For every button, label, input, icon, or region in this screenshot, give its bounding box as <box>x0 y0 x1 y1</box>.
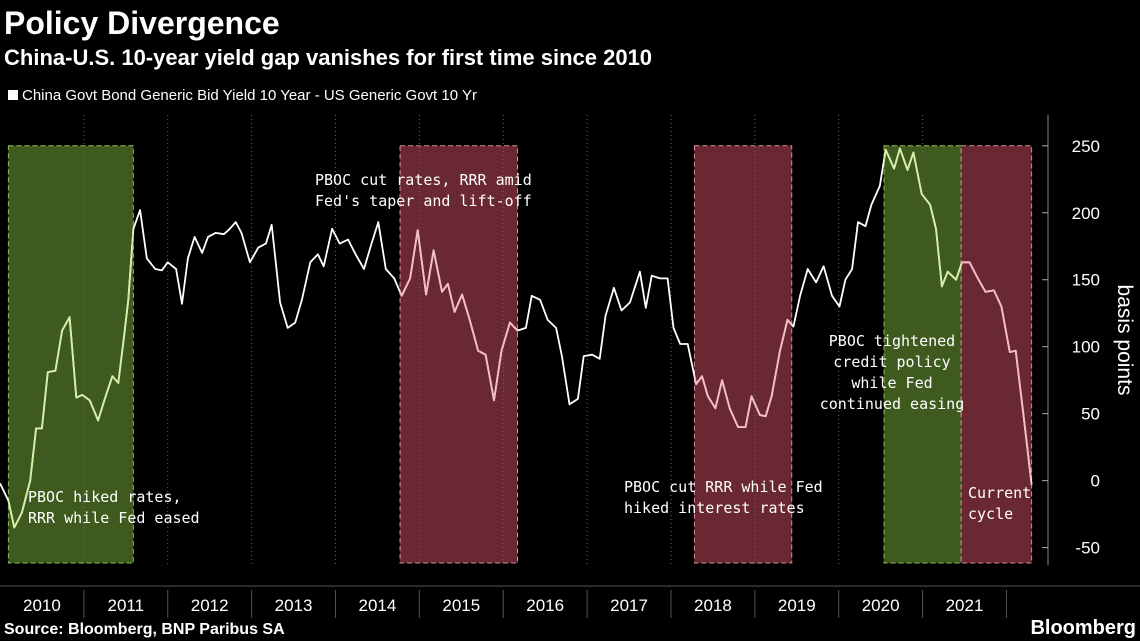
annotation: PBOC hiked rates, <box>28 488 182 506</box>
annotation: PBOC tightened <box>829 332 955 350</box>
annotation: Current <box>968 484 1031 502</box>
x-tick-label: 2011 <box>108 596 145 615</box>
y-axis-label: basis points <box>1113 285 1136 396</box>
annotation: RRR while Fed eased <box>28 509 200 527</box>
y-tick-label: 200 <box>1072 204 1100 223</box>
policy-region <box>7 145 134 564</box>
legend-swatch <box>8 90 18 100</box>
chart-title: Policy Divergence <box>4 5 280 41</box>
policy-region <box>960 145 1033 564</box>
y-tick-label: 250 <box>1072 137 1100 156</box>
annotation: while Fed <box>851 374 932 392</box>
annotation: PBOC cut RRR while Fed <box>624 478 823 496</box>
chart-subtitle: China-U.S. 10-year yield gap vanishes fo… <box>4 45 652 70</box>
annotation: credit policy <box>833 353 950 371</box>
brand: Bloomberg <box>1030 617 1136 639</box>
annotation: hiked interest rates <box>624 499 805 517</box>
annotation: continued easing <box>820 395 965 413</box>
source: Source: Bloomberg, BNP Paribus SA <box>4 621 285 638</box>
x-tick-label: 2021 <box>946 596 984 615</box>
x-tick-label: 2016 <box>526 596 564 615</box>
y-tick-label: 50 <box>1081 405 1100 424</box>
x-tick-label: 2017 <box>610 596 648 615</box>
annotation: PBOC cut rates, RRR amid <box>315 171 532 189</box>
x-tick-label: 2020 <box>862 596 900 615</box>
x-tick-label: 2014 <box>359 596 397 615</box>
x-tick-label: 2013 <box>275 596 313 615</box>
legend-label: China Govt Bond Generic Bid Yield 10 Yea… <box>22 87 477 104</box>
annotation: Fed's taper and lift-off <box>315 192 532 210</box>
policy-region <box>693 145 793 564</box>
x-tick-label: 2015 <box>442 596 480 615</box>
y-tick-label: 0 <box>1091 472 1100 491</box>
y-tick-label: 100 <box>1072 338 1100 357</box>
x-tick-label: 2019 <box>778 596 816 615</box>
y-tick-label: 150 <box>1072 271 1100 290</box>
annotation: cycle <box>968 505 1013 523</box>
x-tick-label: 2012 <box>191 596 229 615</box>
x-tick-label: 2010 <box>23 596 61 615</box>
y-tick-label: -50 <box>1075 539 1100 558</box>
x-tick-label: 2018 <box>694 596 732 615</box>
series-line-tint <box>400 229 518 402</box>
